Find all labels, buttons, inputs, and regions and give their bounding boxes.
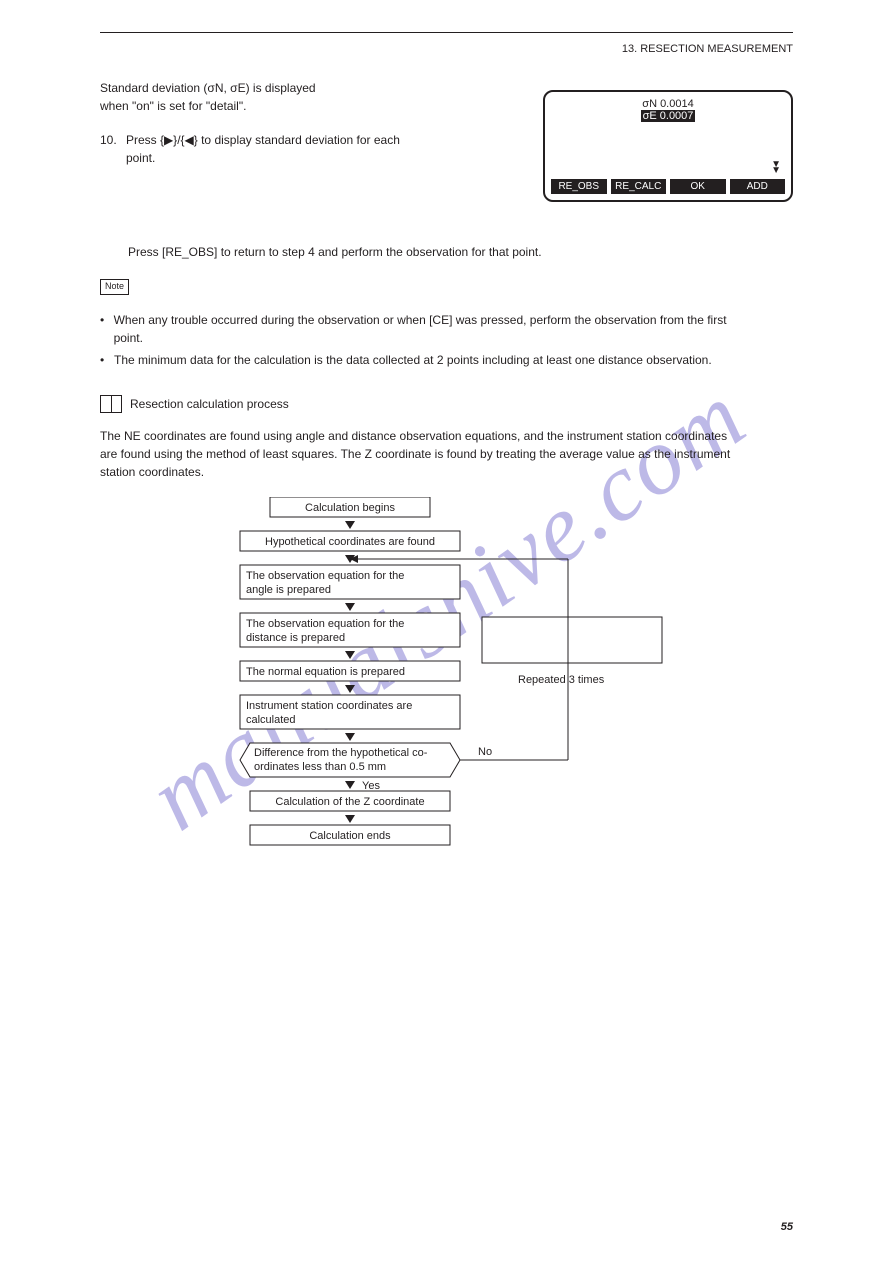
book-icon [100,395,122,413]
page-number: 55 [781,1221,793,1233]
bullet-icon: • [100,351,114,369]
paragraph-sigma: Standard deviation (σN, σE) is displayed… [100,79,410,115]
explanation-title: Resection calculation process [130,395,289,413]
note-icon: Note [100,279,129,295]
svg-text:Instrument station coordinates: Instrument station coordinates are [246,700,412,712]
svg-text:The observation equation for t: The observation equation for the [246,618,404,630]
page-header-title: 13. RESECTION MEASUREMENT [100,43,793,55]
svg-text:Calculation ends: Calculation ends [309,830,391,842]
svg-text:ordinates less than 0.5 mm: ordinates less than 0.5 mm [254,761,386,773]
svg-text:distance is prepared: distance is prepared [246,632,345,644]
svg-text:Yes: Yes [362,780,380,792]
paragraph-reobs: Press [RE_OBS] to return to step 4 and p… [128,243,728,261]
step-number: 10. [100,131,126,167]
svg-text:The normal equation is prepare: The normal equation is prepared [246,666,405,678]
svg-text:Calculation begins: Calculation begins [305,502,395,514]
svg-text:No: No [478,746,492,758]
svg-text:The observation equation for t: The observation equation for the [246,570,404,582]
svg-text:Calculation of the Z coordinat: Calculation of the Z coordinate [275,796,424,808]
flowchart: Calculation begins Hypothetical coordina… [230,497,690,897]
step-10-text: Press {▶}/{◀} to display standard deviat… [126,131,410,167]
svg-text:calculated: calculated [246,714,296,726]
svg-text:angle is prepared: angle is prepared [246,584,331,596]
explanation-body: The NE coordinates are found using angle… [100,427,740,481]
bullet-icon: • [100,311,114,347]
svg-text:Difference from the hypothetic: Difference from the hypothetical co- [254,747,428,759]
svg-text:Hypothetical coordinates are f: Hypothetical coordinates are found [265,536,435,548]
svg-text:Repeated 3 times: Repeated 3 times [518,674,605,686]
note-2: The minimum data for the calculation is … [114,351,712,369]
note-1: When any trouble occurred during the obs… [114,311,740,347]
